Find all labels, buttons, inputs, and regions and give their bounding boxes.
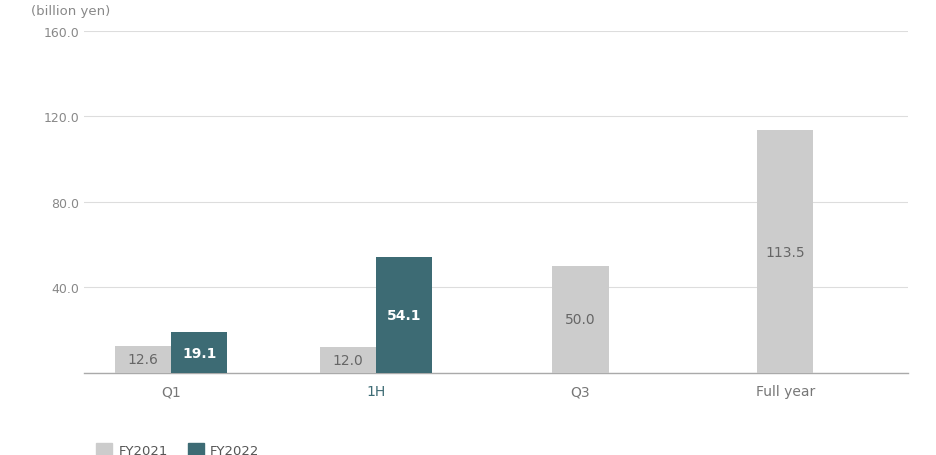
Bar (757, 131, 813, 373)
Bar (552, 267, 608, 373)
Text: 19.1: 19.1 (183, 346, 216, 360)
Legend: FY2021, FY2022: FY2021, FY2022 (91, 438, 265, 455)
Bar (376, 258, 432, 373)
Text: 12.6: 12.6 (127, 353, 158, 367)
Bar (319, 348, 376, 373)
Text: 12.0: 12.0 (332, 354, 363, 367)
Text: 113.5: 113.5 (766, 245, 805, 259)
Text: 50.0: 50.0 (565, 313, 596, 327)
Bar (115, 346, 171, 373)
Bar (171, 332, 227, 373)
Text: (billion yen): (billion yen) (31, 5, 110, 18)
Text: 54.1: 54.1 (387, 308, 421, 323)
